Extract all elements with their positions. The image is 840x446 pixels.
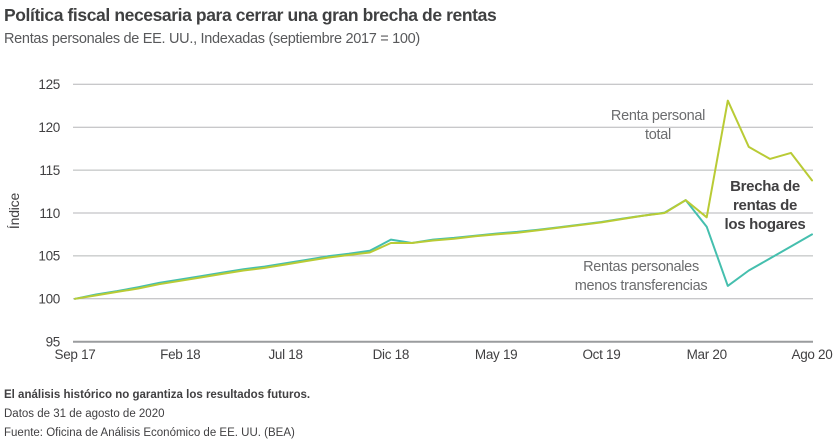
y-tick-label: 105 bbox=[38, 249, 60, 264]
annotation-household-income-gap: Brecha de rentas de los hogares bbox=[724, 178, 806, 233]
footer-source: Fuente: Oficina de Análisis Económico de… bbox=[4, 427, 295, 439]
y-tick-label: 100 bbox=[38, 292, 60, 307]
x-tick-label: Ago 20 bbox=[791, 347, 832, 362]
x-tick-label: Dic 18 bbox=[373, 347, 409, 362]
footer-data-date: Datos de 31 de agosto de 2020 bbox=[4, 408, 165, 420]
footer-disclaimer: El análisis histórico no garantiza los r… bbox=[4, 389, 311, 401]
x-tick-label: Mar 20 bbox=[687, 347, 727, 362]
y-tick-label: 120 bbox=[38, 120, 60, 135]
x-tick-label: Oct 19 bbox=[582, 347, 620, 362]
y-tick-label: 115 bbox=[39, 163, 60, 178]
series-label-total: Renta personal total bbox=[610, 108, 706, 143]
y-tick-label: 110 bbox=[39, 206, 60, 221]
chart-subtitle: Rentas personales de EE. UU., Indexadas … bbox=[4, 31, 420, 47]
series-label-minus-transfers: Rentas personales menos transferencias bbox=[574, 259, 708, 294]
x-tick-label: Feb 18 bbox=[160, 347, 200, 362]
y-tick-label: 95 bbox=[46, 335, 60, 350]
x-tick-label: May 19 bbox=[475, 347, 517, 362]
series-line-total bbox=[74, 99, 813, 300]
y-tick-label: 125 bbox=[38, 77, 60, 92]
x-tick-label: Jul 18 bbox=[268, 347, 302, 362]
x-tick-label: Sep 17 bbox=[55, 347, 96, 362]
page-title: Política fiscal necesaria para cerrar un… bbox=[4, 5, 497, 25]
